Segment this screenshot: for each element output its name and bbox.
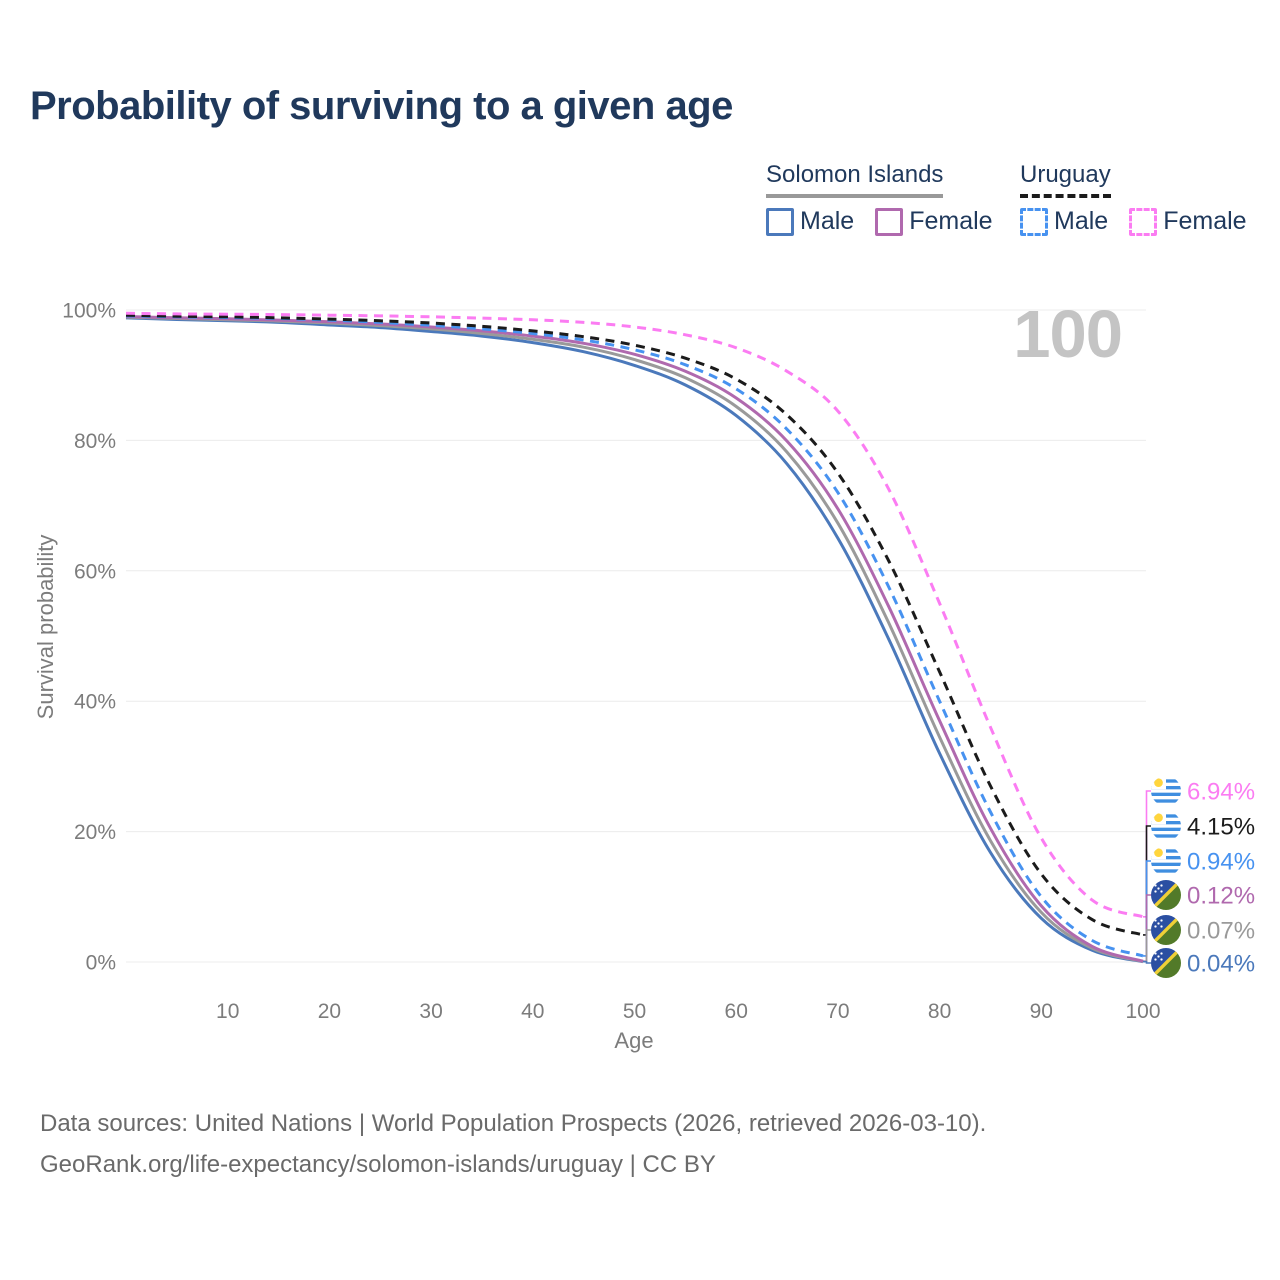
line-uruguay-both-sexes [125,313,1144,937]
y-tick-40%: 40% [74,691,116,714]
leader-line-solomon-islands-female [1143,894,1151,962]
legend-item-label: Male [800,207,855,235]
age-watermark: 100 [1013,297,1123,372]
footer: Data sources: United Nations | World Pop… [40,1103,986,1185]
end-label-solomon-islands-both-sexes: 0.07% [1187,918,1255,945]
line-solomon-islands-female [125,315,1144,963]
y-tick-0%: 0% [86,952,116,975]
y-tick-60%: 60% [74,560,116,583]
solid-line-swatch [766,207,794,236]
legend-item-label: Female [1163,207,1247,235]
solomon-islands-flag-icon [1151,915,1181,945]
leader-line-solomon-islands-male [1143,960,1151,964]
legend-item-label: Female [909,207,993,235]
x-tick-70: 70 [826,1000,849,1023]
legend-item-solomon-islands-female[interactable]: Female [875,207,993,236]
legend-item-solomon-islands-male[interactable]: Male [766,207,854,236]
legend-group-solomon-islands: Solomon Islands Male Female [766,161,993,236]
line-solomon-islands-male [125,316,1144,964]
x-tick-40: 40 [521,1000,544,1023]
legend-country-solomon-islands: Solomon Islands [766,161,944,198]
x-tick-10: 10 [216,1000,239,1023]
x-tick-80: 80 [928,1000,951,1023]
footer-data-sources: Data sources: United Nations | World Pop… [40,1110,987,1137]
uruguay-flag-icon [1151,776,1181,806]
legend-item-uruguay-female[interactable]: Female [1129,207,1247,236]
x-tick-20: 20 [318,1000,341,1023]
end-label-uruguay-male: 0.94% [1187,849,1255,876]
x-tick-30: 30 [419,1000,442,1023]
y-axis-title: Survival probability [33,534,58,720]
leader-line-uruguay-both-sexes [1143,825,1151,936]
x-axis-title: Age [614,1028,654,1053]
y-tick-20%: 20% [74,821,116,844]
solomon-islands-flag-icon [1151,880,1181,910]
leader-line-solomon-islands-both-sexes [1143,929,1151,963]
x-tick-100: 100 [1125,1000,1160,1023]
x-tick-60: 60 [725,1000,748,1023]
uruguay-flag-icon [1151,811,1181,841]
line-uruguay-male [125,314,1144,958]
line-uruguay-female [125,311,1144,919]
dashed-line-swatch [1020,207,1048,236]
legend-group-uruguay: Uruguay Male Female [1020,161,1247,236]
leader-line-uruguay-female [1143,790,1151,918]
x-tick-50: 50 [623,1000,646,1023]
end-label-solomon-islands-male: 0.04% [1187,951,1255,978]
y-tick-100%: 100% [62,300,116,323]
legend-item-uruguay-male[interactable]: Male [1020,207,1108,236]
legend-country-uruguay: Uruguay [1020,161,1111,198]
legend-item-label: Male [1054,207,1109,235]
end-label-uruguay-female: 6.94% [1187,779,1255,806]
footer-attribution: GeoRank.org/life-expectancy/solomon-isla… [40,1151,716,1178]
dashed-line-swatch [1129,207,1158,236]
leader-line-uruguay-male [1143,860,1151,957]
end-label-uruguay-both-sexes: 4.15% [1187,814,1255,841]
solomon-islands-flag-icon [1151,948,1181,978]
end-label-solomon-islands-female: 0.12% [1187,883,1255,910]
y-tick-80%: 80% [74,430,116,453]
uruguay-flag-icon [1151,846,1181,876]
page-title: Probability of surviving to a given age [30,84,733,128]
line-solomon-islands-both-sexes [125,315,1144,963]
solid-line-swatch [875,207,904,236]
x-tick-90: 90 [1030,1000,1053,1023]
